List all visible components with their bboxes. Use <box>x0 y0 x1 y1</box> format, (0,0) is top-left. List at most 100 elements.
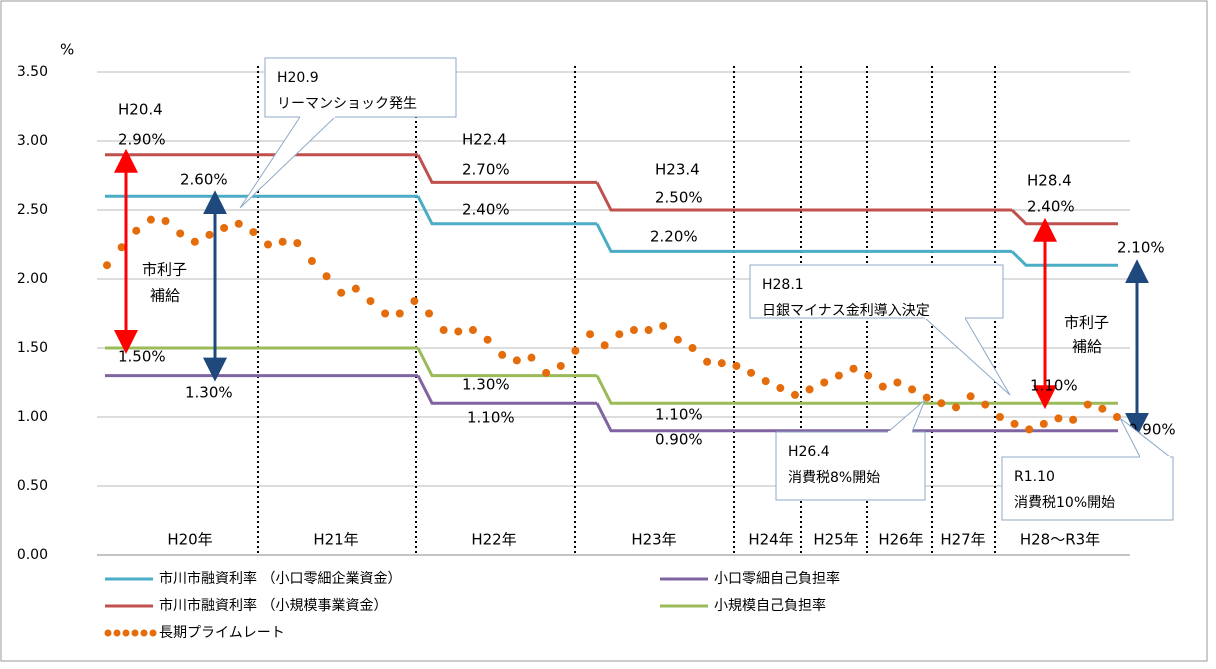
prime-rate-dot <box>132 226 141 235</box>
prime-rate-dot <box>103 261 111 270</box>
legend-swatch <box>104 629 112 637</box>
annotation: 1.10% <box>655 406 703 424</box>
prime-rate-dot <box>512 356 521 365</box>
x-tick-label: H22年 <box>471 531 516 549</box>
prime-rate-dot <box>278 237 287 246</box>
legend-swatch <box>122 629 130 637</box>
callout-text: 日銀マイナス金利導入決定 <box>762 303 930 319</box>
prime-rate-dot <box>600 341 609 350</box>
prime-rate-dot <box>322 272 331 281</box>
callout-text: 消費税10%開始 <box>1014 495 1115 511</box>
prime-rate-dot <box>703 357 712 366</box>
step-line-segment <box>1010 208 1118 226</box>
callout-text: R1.10 <box>1014 469 1055 485</box>
prime-rate-dot <box>556 361 565 370</box>
prime-rate-dot <box>790 390 799 399</box>
callout-text: H26.4 <box>788 444 830 460</box>
legend-label: 市川市融資利率 （小口零細企業資金） <box>159 570 401 587</box>
prime-rate-dot <box>1010 419 1019 428</box>
prime-rate-dot <box>571 346 580 355</box>
callout-pointer <box>1119 417 1171 458</box>
prime-rate-dot <box>1098 404 1107 413</box>
prime-rate-dot <box>615 330 624 339</box>
callout-box <box>264 57 457 118</box>
annotation: 補給 <box>150 287 180 305</box>
annotation: 2.90% <box>118 131 166 149</box>
annotation: 2.50% <box>655 189 703 207</box>
x-tick-label: H28〜R3年 <box>1020 531 1100 549</box>
annotation: 0.90% <box>655 431 703 449</box>
callout-pointer <box>924 317 1011 396</box>
y-tick-label: 3.00 <box>17 133 48 149</box>
prime-rate-dot <box>425 309 434 318</box>
y-tick-label: 1.50 <box>17 340 48 356</box>
annotation: 1.30% <box>462 376 510 394</box>
x-tick-label: H27年 <box>940 531 985 549</box>
prime-rate-dot <box>234 219 243 228</box>
annotation: 1.50% <box>118 348 166 366</box>
x-tick-label: H25年 <box>813 531 858 549</box>
y-tick-label: 1.00 <box>17 409 48 425</box>
x-tick-label: H26年 <box>878 531 923 549</box>
prime-rate-dot <box>527 353 536 362</box>
callout-text: 消費税8%開始 <box>788 470 880 486</box>
prime-rate-dot <box>878 382 887 391</box>
step-line-segment <box>416 154 597 184</box>
callout-text: H20.9 <box>277 70 319 86</box>
prime-rate-dot <box>805 385 814 394</box>
annotation: H23.4 <box>655 161 700 179</box>
step-line-segment <box>595 402 734 433</box>
step-line-segment <box>1010 250 1118 267</box>
prime-rate-dot <box>644 326 653 335</box>
prime-rate-dot <box>659 321 668 330</box>
prime-rate-dot <box>908 385 917 394</box>
step-line-segment <box>416 347 597 378</box>
prime-rate-dot <box>966 392 975 401</box>
annotation: 補給 <box>1072 338 1102 356</box>
prime-rate-dot <box>937 399 946 408</box>
prime-rate-dot <box>673 335 682 344</box>
prime-rate-dot <box>395 309 404 318</box>
prime-rate-dot <box>849 364 858 373</box>
prime-rate-dot <box>717 359 726 368</box>
step-line-segment <box>595 223 734 253</box>
legend-swatch <box>149 629 157 637</box>
annotation: 2.40% <box>462 201 510 219</box>
annotation: H28.4 <box>1027 172 1072 190</box>
prime-rate-dot <box>1054 414 1063 423</box>
prime-rate-dot <box>483 335 492 344</box>
prime-rate-dot <box>161 217 170 226</box>
prime-rate-dot <box>468 326 477 335</box>
prime-rate-dot <box>951 403 960 412</box>
callout-pointer <box>239 116 336 209</box>
y-tick-label: 2.50 <box>17 202 48 218</box>
prime-rate-dot <box>761 377 770 386</box>
legend-label: 小口零細自己負担率 <box>714 570 840 587</box>
prime-rate-dot <box>1039 419 1048 428</box>
prime-rate-dot <box>220 223 229 232</box>
prime-rate-dot <box>454 327 463 336</box>
y-tick-label: 3.50 <box>17 64 48 80</box>
callout-box <box>775 431 926 501</box>
callout-pointer <box>887 399 926 433</box>
annotation: 2.20% <box>650 228 698 246</box>
prime-rate-dot <box>820 378 829 387</box>
prime-rate-dot <box>439 326 448 335</box>
annotation: 1.10% <box>1030 377 1078 395</box>
legend-label: 市川市融資利率 （小規模事業資金） <box>159 597 387 614</box>
annotation: 2.70% <box>462 161 510 179</box>
prime-rate-dot <box>1025 425 1034 434</box>
prime-rate-dot <box>1083 400 1092 409</box>
annotation: 2.10% <box>1117 239 1165 257</box>
legend-swatch <box>140 629 148 637</box>
x-tick-label: H21年 <box>313 531 358 549</box>
callout-box <box>749 264 1004 319</box>
prime-rate-dot <box>981 400 990 409</box>
y-tick-label: 0.50 <box>17 478 48 494</box>
prime-rate-dot <box>834 371 843 380</box>
y-tick-label: 2.00 <box>17 271 48 287</box>
prime-rate-dot <box>410 297 419 306</box>
annotation: H22.4 <box>462 131 507 149</box>
